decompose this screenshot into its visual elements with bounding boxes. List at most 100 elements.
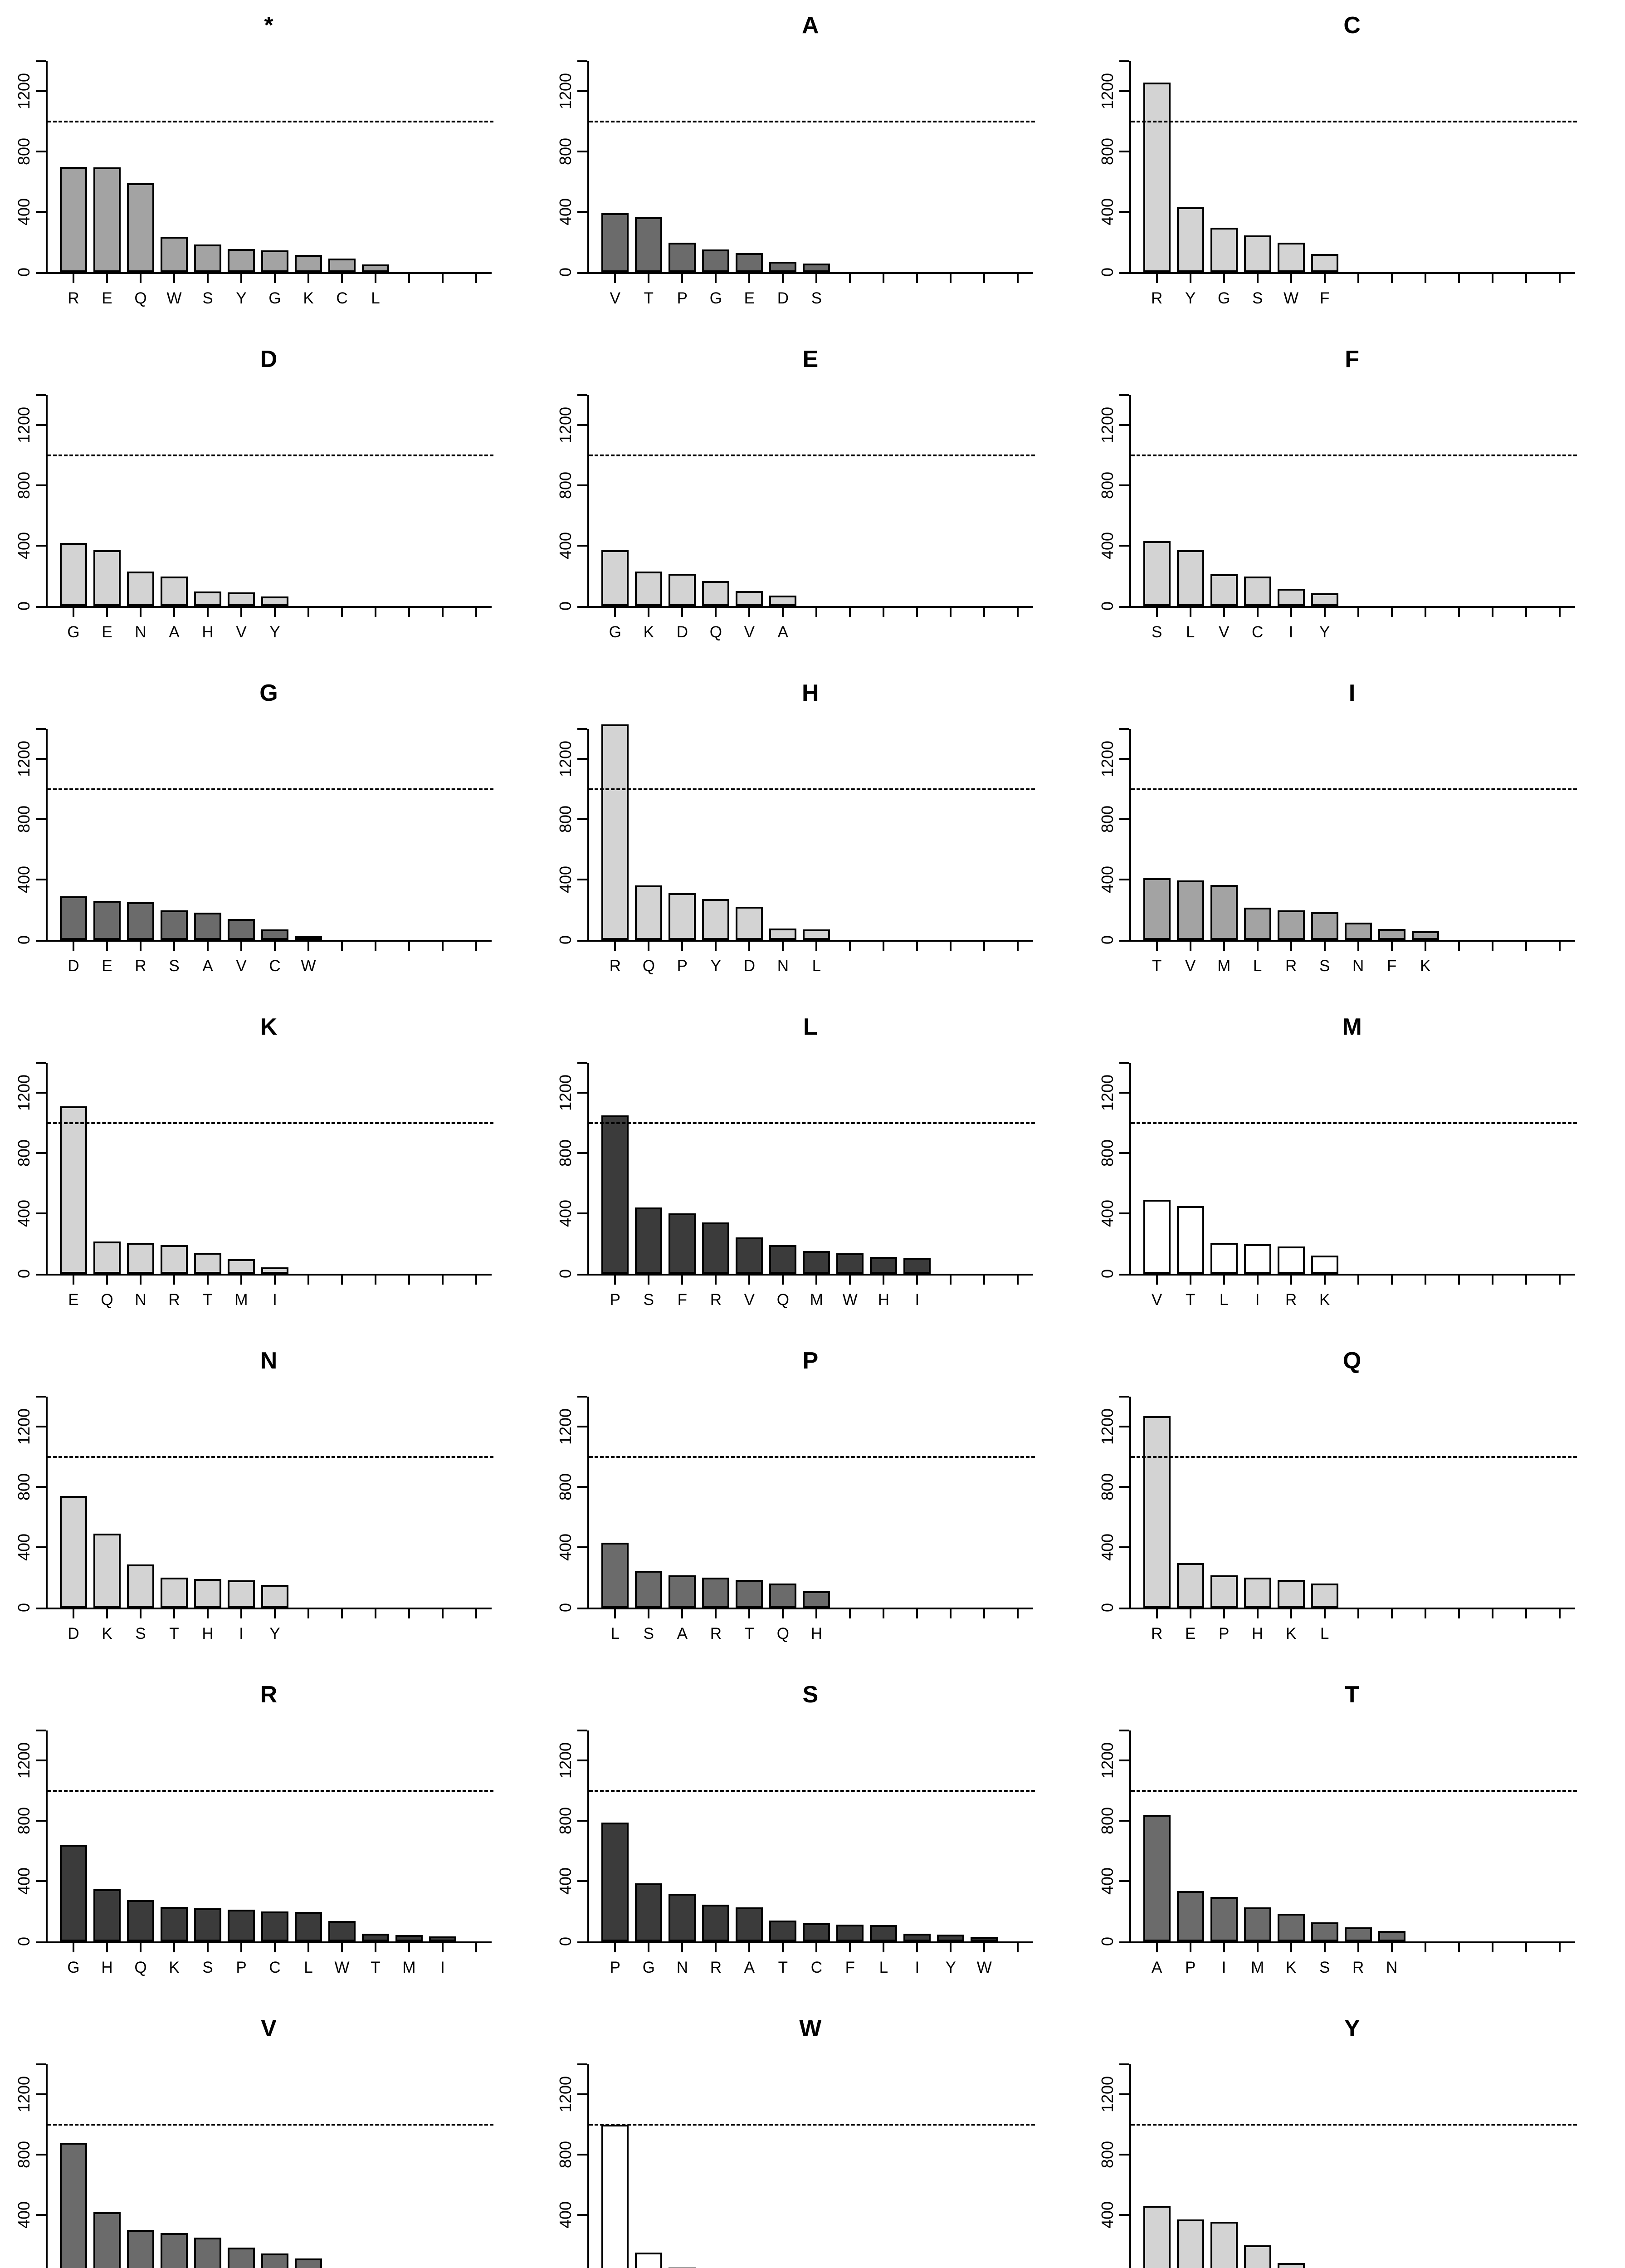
bar-I (903, 1933, 931, 1941)
y-tick-label: 0 (1098, 1603, 1117, 1613)
y-tick-label: 0 (556, 1603, 575, 1613)
y-axis-tick (1119, 606, 1129, 608)
bar-label-D: D (743, 957, 755, 975)
y-axis-tick (577, 1608, 588, 1609)
bar-label-L: L (1186, 623, 1195, 641)
y-tick-label: 1200 (15, 1408, 33, 1445)
plot-area: 0 400 800 1200 S L V C I Y (1098, 394, 1577, 641)
bar-label-T: T (169, 1625, 179, 1642)
y-axis-tick (1119, 90, 1129, 93)
x-axis-tick (475, 1608, 477, 1618)
y-tick-label: 0 (15, 267, 33, 277)
plot-area: 0 400 800 1200 D E R S A V C W (15, 728, 493, 975)
y-tick-label: 800 (1098, 1807, 1117, 1835)
chart-title: Y (1344, 2015, 1360, 2042)
y-axis-tick (36, 940, 46, 942)
x-axis-tick (782, 940, 784, 951)
bar-P (1176, 1891, 1204, 1941)
x-axis-tick (207, 1608, 209, 1618)
x-axis-tick (983, 1274, 986, 1285)
bar-label-E: E (102, 957, 112, 975)
bar-Q (127, 183, 154, 272)
bar-F (669, 1213, 696, 1274)
x-axis-tick (442, 272, 444, 283)
x-axis-tick (883, 272, 885, 283)
barplot-T: T 0 400 800 1200 A P I M K S R N (1083, 1669, 1625, 2003)
x-axis-tick (1223, 1608, 1225, 1618)
bar-label-R: R (168, 1291, 180, 1309)
bar-label-A: A (202, 957, 213, 975)
y-axis-tick (577, 484, 588, 487)
x-axis-tick (442, 1274, 444, 1285)
bar-E (93, 167, 121, 272)
bar-E (261, 2253, 288, 2268)
y-axis-tick (1119, 1486, 1129, 1488)
bar-label-H: H (101, 1959, 113, 1976)
bar-label-V: V (744, 1291, 755, 1309)
y-axis-line (46, 395, 48, 608)
y-axis-tick (36, 2214, 46, 2216)
bar-label-C: C (336, 289, 348, 307)
bar-label-G: G (642, 1959, 655, 1976)
bar-P (1210, 1575, 1238, 1608)
x-axis-tick (950, 272, 952, 283)
x-axis-tick (681, 1608, 683, 1618)
bar-label-A: A (1151, 1959, 1162, 1976)
x-axis-tick (375, 606, 376, 617)
bar-Q (769, 1583, 797, 1608)
x-axis-tick (106, 940, 108, 951)
bar-label-I: I (1255, 1291, 1260, 1309)
x-axis-tick (1017, 940, 1019, 951)
x-axis-tick (1558, 606, 1561, 617)
bar-label-L: L (1253, 957, 1262, 975)
barplot-K: K 0 400 800 1200 E Q N R T M I (0, 1002, 542, 1335)
y-axis-tick (577, 2154, 588, 2156)
y-axis-tick (1119, 1274, 1129, 1276)
y-tick-label: 1200 (15, 1742, 33, 1779)
x-axis-tick (782, 1608, 784, 1618)
bar-label-E: E (68, 1291, 79, 1309)
bar-label-S: S (135, 1625, 146, 1642)
y-tick-label: 1200 (1098, 73, 1117, 110)
x-axis-tick (341, 1274, 343, 1285)
bar-M (1244, 1907, 1271, 1941)
y-axis-tick (577, 1546, 588, 1549)
x-axis-tick (1491, 1608, 1493, 1618)
x-axis-tick (983, 1941, 986, 1952)
x-axis-tick (1017, 1274, 1019, 1285)
x-axis-tick (782, 272, 784, 283)
x-axis-line (1129, 940, 1575, 942)
barplot-N: N 0 400 800 1200 D K S T H I Y (0, 1335, 542, 1669)
x-axis-line (46, 606, 492, 608)
y-axis-tick (1119, 1152, 1129, 1154)
bar-W (971, 1937, 998, 1941)
bar-label-L: L (1320, 1625, 1329, 1642)
y-axis-line (1129, 395, 1131, 608)
bar-I (127, 2230, 154, 2268)
chart-title: D (260, 346, 278, 372)
y-tick-label: 1200 (1098, 741, 1117, 777)
bar-label-E: E (102, 289, 112, 307)
reference-line-1000 (1131, 1789, 1577, 1792)
bar-label-R: R (710, 1959, 722, 1976)
y-axis-tick (577, 1820, 588, 1822)
bar-R (601, 2124, 629, 2268)
bar-I (1244, 1244, 1271, 1274)
bar-R (1143, 1416, 1171, 1608)
x-axis-tick (983, 940, 986, 951)
x-axis-tick (341, 1941, 343, 1952)
y-tick-label: 800 (1098, 1473, 1117, 1501)
reference-line-1000 (48, 1789, 493, 1792)
y-axis-tick (1119, 272, 1129, 274)
y-axis-tick (577, 1092, 588, 1094)
chart-title: A (802, 12, 819, 39)
x-axis-tick (916, 1608, 918, 1618)
bar-label-I: I (239, 1625, 244, 1642)
y-tick-label: 0 (1098, 935, 1117, 945)
y-tick-label: 0 (15, 1269, 33, 1279)
x-axis-tick (1491, 1274, 1493, 1285)
y-axis-tick (36, 545, 46, 547)
x-axis-tick (849, 1608, 851, 1618)
bar-label-M: M (1217, 957, 1231, 975)
y-tick-label: 400 (556, 198, 575, 226)
